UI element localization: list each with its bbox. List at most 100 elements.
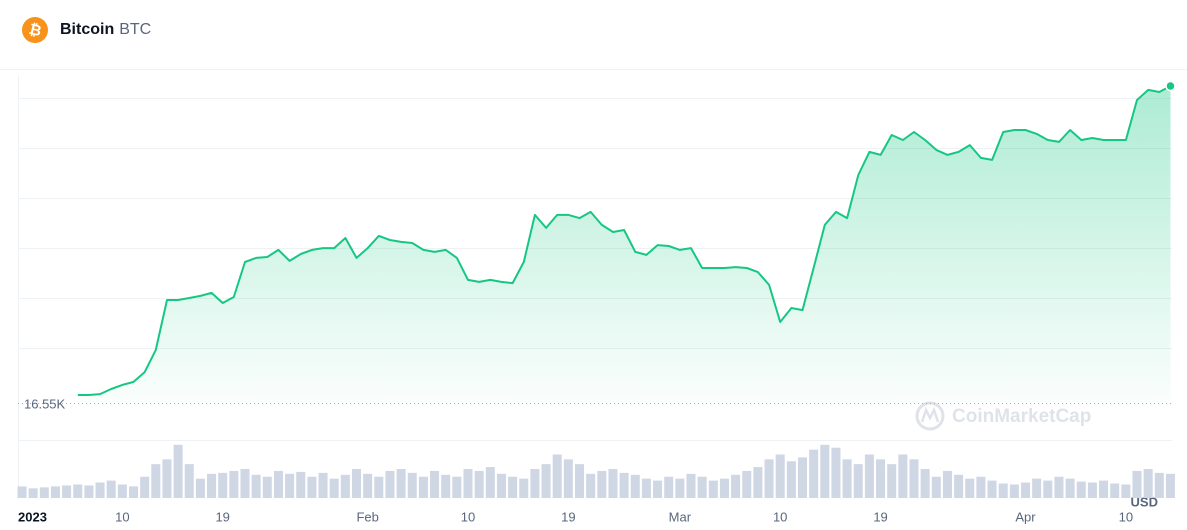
x-tick-label: 19 bbox=[873, 509, 887, 524]
volume-bar bbox=[195, 478, 205, 498]
volume-bar bbox=[965, 478, 975, 498]
volume-bar bbox=[697, 476, 707, 498]
volume-bar bbox=[786, 461, 796, 498]
y-tick-label: 16.55K bbox=[24, 396, 66, 411]
volume-bar bbox=[307, 476, 317, 498]
watermark: CoinMarketCap bbox=[915, 401, 1091, 431]
coin-symbol: BTC bbox=[119, 21, 151, 38]
volume-bar bbox=[1121, 484, 1131, 498]
volume-bar bbox=[719, 478, 729, 498]
volume-bar bbox=[664, 476, 674, 498]
volume-bar bbox=[73, 484, 83, 498]
volume-bar bbox=[541, 464, 551, 498]
volume-bar bbox=[954, 474, 964, 498]
volume-bar bbox=[452, 476, 462, 498]
volume-bar bbox=[641, 478, 651, 498]
volume-bar bbox=[909, 459, 919, 498]
volume-bar bbox=[229, 470, 239, 498]
x-tick-label: 10 bbox=[773, 509, 787, 524]
x-tick-label: Apr bbox=[1015, 509, 1036, 524]
volume-bar bbox=[106, 480, 116, 498]
volume-bar bbox=[1065, 478, 1075, 498]
volume-bar bbox=[898, 454, 908, 498]
last-price-dot bbox=[1165, 80, 1176, 92]
x-tick-label: 2023 bbox=[18, 509, 47, 524]
volume-bar bbox=[463, 469, 473, 498]
volume-bar bbox=[552, 454, 562, 498]
volume-bar bbox=[1165, 473, 1175, 498]
volume-bar bbox=[675, 478, 685, 498]
volume-bar bbox=[129, 486, 138, 498]
volume-bar bbox=[653, 480, 663, 498]
x-tick-label: Feb bbox=[356, 509, 378, 524]
volume-bar bbox=[1087, 482, 1097, 498]
volume-bar bbox=[407, 472, 417, 498]
volume-bar bbox=[575, 464, 584, 498]
volume-bar bbox=[842, 459, 852, 498]
volume-bar bbox=[140, 476, 150, 498]
volume-bar bbox=[418, 476, 428, 498]
volume-bar bbox=[619, 472, 629, 498]
volume-bar bbox=[95, 482, 105, 498]
volume-bar bbox=[374, 476, 384, 498]
volume-bar bbox=[998, 483, 1008, 498]
watermark-text: CoinMarketCap bbox=[952, 406, 1091, 427]
volume-bar bbox=[931, 476, 941, 498]
volume-bar bbox=[764, 459, 774, 498]
volume-bar bbox=[608, 469, 618, 498]
volume-bar bbox=[50, 486, 60, 498]
volume-bar bbox=[1143, 469, 1153, 498]
volume-bar bbox=[173, 444, 183, 498]
volume-bar bbox=[39, 487, 49, 498]
volume-bar bbox=[887, 464, 897, 498]
x-tick-label: 10 bbox=[115, 509, 129, 524]
volume-bar bbox=[563, 459, 573, 498]
x-tick-label: 10 bbox=[1119, 509, 1133, 524]
volume-bar bbox=[1021, 482, 1030, 498]
volume-bar bbox=[530, 469, 540, 498]
volume-bar bbox=[987, 480, 997, 498]
volume-bar bbox=[942, 470, 952, 498]
volume-bar bbox=[853, 464, 863, 498]
volume-bar bbox=[519, 478, 529, 498]
volume-bar bbox=[240, 469, 250, 498]
volume-bar bbox=[1099, 480, 1109, 498]
volume-bar bbox=[731, 474, 741, 498]
volume-bar bbox=[117, 484, 127, 498]
volume-bar bbox=[441, 474, 451, 498]
volume-bar bbox=[1043, 480, 1053, 498]
volume-bar bbox=[318, 472, 328, 498]
watermark-logo-mark bbox=[920, 406, 940, 423]
volume-bar bbox=[385, 470, 395, 498]
volume-bar bbox=[496, 473, 506, 498]
volume-bar bbox=[207, 473, 217, 498]
volume-bar bbox=[485, 467, 495, 498]
volume-bar bbox=[62, 485, 72, 498]
volume-bar bbox=[329, 478, 339, 498]
volume-bar bbox=[1054, 476, 1064, 498]
volume-bar bbox=[363, 473, 373, 498]
volume-bar bbox=[1009, 484, 1019, 498]
price-line bbox=[77, 85, 1171, 396]
volume-bar bbox=[630, 474, 640, 498]
volume-bar bbox=[396, 469, 406, 498]
coin-icon-symbol: ₿ bbox=[27, 21, 43, 40]
coin-icon bbox=[22, 17, 48, 43]
volume-bar bbox=[1154, 472, 1164, 498]
volume-bar bbox=[586, 473, 596, 498]
volume-bar bbox=[753, 467, 763, 498]
volume-bar bbox=[273, 470, 283, 498]
volume-bar bbox=[820, 444, 830, 498]
volume-bar bbox=[1076, 481, 1086, 498]
volume-bar bbox=[1032, 478, 1042, 498]
volume-bar bbox=[430, 470, 440, 498]
volume-bar bbox=[184, 464, 194, 498]
volume-bar bbox=[597, 470, 607, 498]
x-tick-label: 19 bbox=[215, 509, 229, 524]
x-tick-label: Mar bbox=[669, 509, 692, 524]
volume-bar bbox=[1110, 483, 1120, 498]
volume-bar bbox=[742, 470, 752, 498]
volume-bar bbox=[775, 454, 785, 498]
